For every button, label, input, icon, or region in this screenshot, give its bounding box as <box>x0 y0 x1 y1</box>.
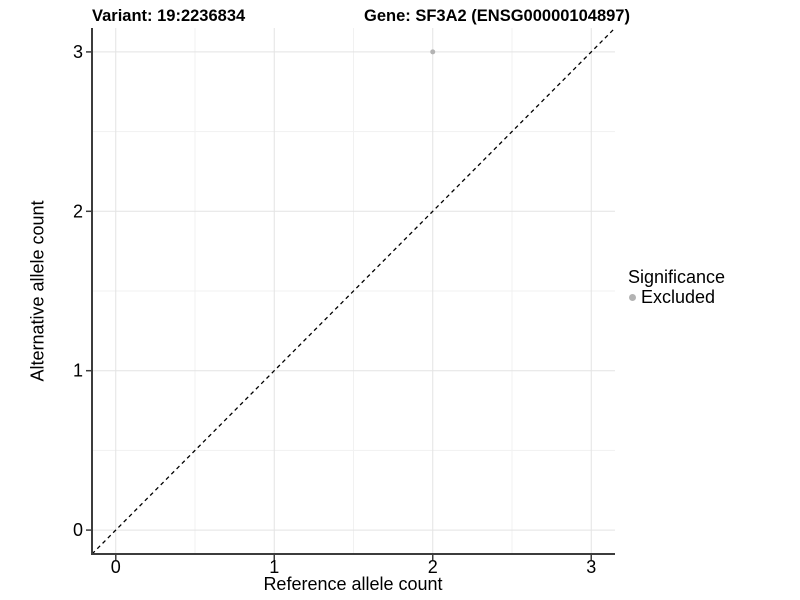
y-tick-label: 1 <box>73 361 83 381</box>
identity-dashed-line <box>91 27 616 555</box>
x-tick-label: 3 <box>586 557 596 577</box>
data-point <box>430 49 436 55</box>
y-tick-label: 0 <box>73 520 83 540</box>
x-tick-label: 0 <box>111 557 121 577</box>
y-axis-title: Alternative allele count <box>27 200 48 382</box>
y-tick-label: 3 <box>73 42 83 62</box>
legend-entry-label: Excluded <box>641 287 716 307</box>
y-tick-label: 2 <box>73 201 83 221</box>
x-tick-label: 2 <box>428 557 438 577</box>
x-axis-title: Reference allele count <box>263 574 443 594</box>
plot-title-variant: Variant: 19:2236834 <box>92 7 246 25</box>
plot-title-gene: Gene: SF3A2 (ENSG00000104897) <box>364 7 630 25</box>
legend: Significance Excluded <box>628 267 725 307</box>
excluded-marker-icon <box>629 294 636 301</box>
legend-entry-excluded: Excluded <box>628 287 725 307</box>
legend-title: Significance <box>628 267 726 287</box>
x-tick-label: 1 <box>269 557 279 577</box>
